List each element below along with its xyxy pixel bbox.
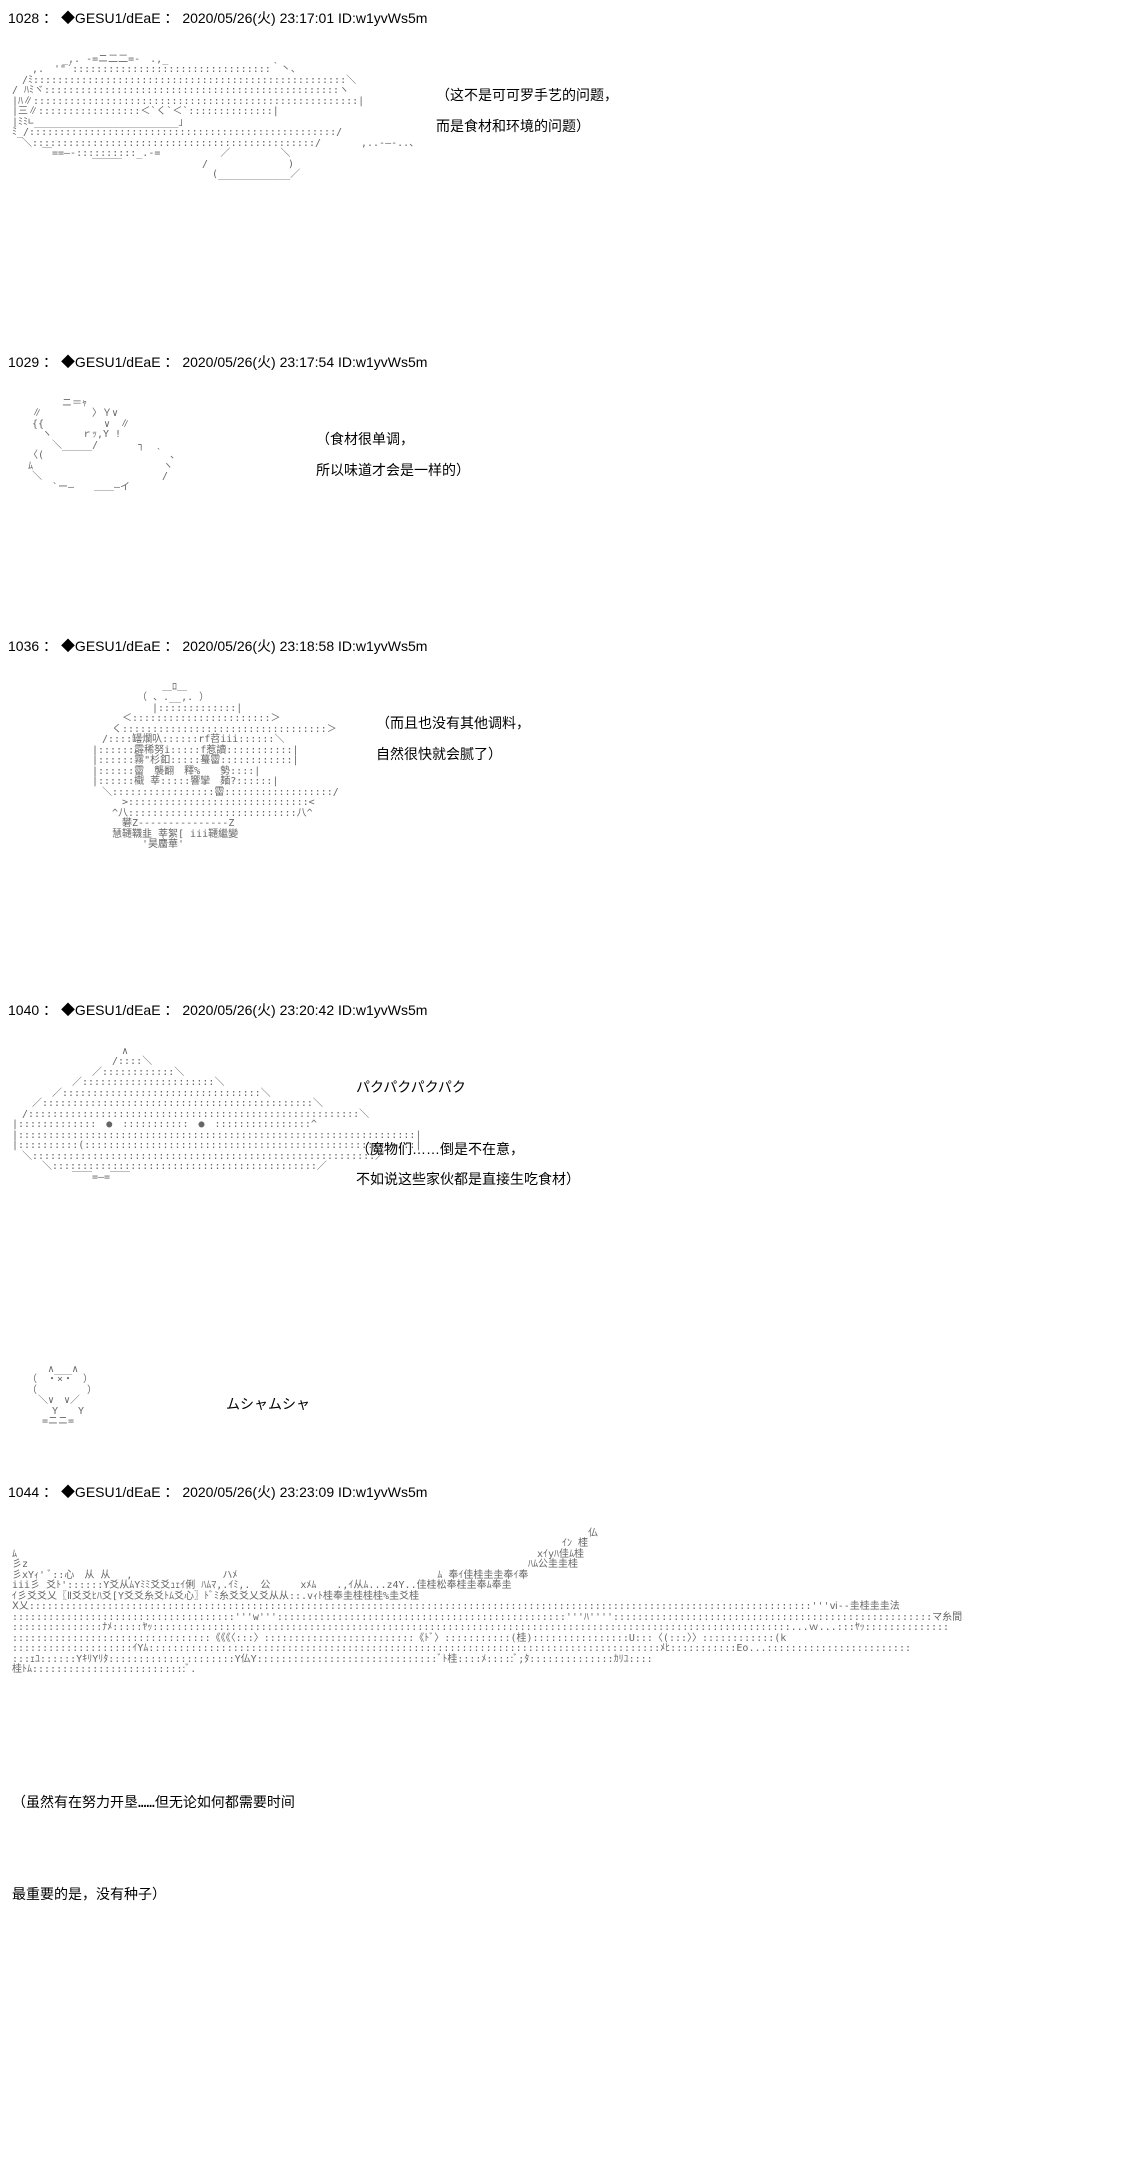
- post-trip: ◆GESU1/dEaE: [61, 1002, 161, 1018]
- dialogue: （这不是可可罗手艺的问题， 而是食材和环境的问题）: [436, 40, 618, 142]
- post-content: _,. -=ニ二二=- .,_ ,. '"´::::::::::::::::::…: [8, 40, 1135, 328]
- dialogue-line: （食材很单调，: [316, 424, 470, 455]
- post-id: ID:w1yvWs5m: [338, 1002, 427, 1018]
- post-timestamp: 2020/05/26(火) 23:17:54: [182, 354, 334, 370]
- post-id: ID:w1yvWs5m: [338, 1484, 427, 1500]
- dialogue: パクパクパクパク （魔物们……倒是不在意， 不如说这些家伙都是直接生吃食材）: [356, 1032, 580, 1195]
- ascii-art-jar: ＿ﾛ＿ （ 、.__,. ） |:::::::::::::| ＜::::::::…: [88, 668, 336, 976]
- post-timestamp: 2020/05/26(火) 23:17:01: [182, 10, 334, 26]
- post-header: 1029 ： ◆GESU1/dEaE ： 2020/05/26(火) 23:17…: [8, 352, 1135, 372]
- post: 1044 ： ◆GESU1/dEaE ： 2020/05/26(火) 23:23…: [8, 1482, 1135, 1842]
- dialogue-line: パクパクパクパク: [356, 1072, 580, 1103]
- post-id: ID:w1yvWs5m: [338, 638, 427, 654]
- post: 1036 ： ◆GESU1/dEaE ： 2020/05/26(火) 23:18…: [8, 636, 1135, 976]
- post-trip: ◆GESU1/dEaE: [61, 638, 161, 654]
- post-header: 1028 ： ◆GESU1/dEaE ： 2020/05/26(火) 23:17…: [8, 8, 1135, 28]
- dialogue-line: ムシャムシャ: [226, 1394, 310, 1414]
- post-header: 1036 ： ◆GESU1/dEaE ： 2020/05/26(火) 23:18…: [8, 636, 1135, 656]
- dialogue: （食材很单调， 所以味道才会是一样的）: [316, 384, 470, 486]
- ascii-art-slime: ∧ /::::＼ ／::::::::::::＼ ／:::::::::::::::…: [8, 1032, 316, 1330]
- post-number: 1044: [8, 1484, 39, 1500]
- post-content: ニ＝ｬ ∥ 〉Ｙ∨ {{ ∨ ∥ ヽ ｒｯ,Y ! ＼_____/ ┐ 〈( ｀…: [8, 384, 1135, 612]
- post-trip: ◆GESU1/dEaE: [61, 10, 161, 26]
- dialogue-line: 所以味道才会是一样的）: [316, 455, 470, 486]
- post-trip: ◆GESU1/dEaE: [61, 1484, 161, 1500]
- dialogue-line: （而且也没有其他调料，: [376, 708, 530, 739]
- sub-content: ∧___∧ （ ・×・ ） （ ） ＼∨ ∨／ Y Y =ニニ= ムシャムシャ: [8, 1350, 1135, 1458]
- ascii-art-roots: ニ＝ｬ ∥ 〉Ｙ∨ {{ ∨ ∥ ヽ ｒｯ,Y ! ＼_____/ ┐ 〈( ｀…: [8, 384, 276, 612]
- dialogue: （虽然有在努力开垦……但无论如何都需要时间 最重要的是，没有种子）: [12, 1686, 712, 1972]
- ascii-art-bowl: _,. -=ニ二二=- .,_ ,. '"´::::::::::::::::::…: [8, 40, 396, 328]
- post-timestamp: 2020/05/26(火) 23:23:09: [182, 1484, 334, 1500]
- post: 1029 ： ◆GESU1/dEaE ： 2020/05/26(火) 23:17…: [8, 352, 1135, 612]
- post-content: ＿ﾛ＿ （ 、.__,. ） |:::::::::::::| ＜::::::::…: [8, 668, 1135, 976]
- ascii-art-field: _仏 ｲﾝ 桂 ﾑ xｲyﾊ佳ﾑ桂 彡z ﾊﾑ公圭圭桂 彡xYｨ' ﾞ::心 从…: [8, 1514, 716, 1842]
- post-content: ∧ /::::＼ ／::::::::::::＼ ／:::::::::::::::…: [8, 1032, 1135, 1330]
- dialogue-line: 自然很快就会腻了）: [376, 739, 530, 770]
- post-number: 1040: [8, 1002, 39, 1018]
- post-id: ID:w1yvWs5m: [338, 354, 427, 370]
- dialogue-line: 最重要的是，没有种子）: [12, 1880, 712, 1911]
- post: 1028 ： ◆GESU1/dEaE ： 2020/05/26(火) 23:17…: [8, 8, 1135, 328]
- post-header: 1044 ： ◆GESU1/dEaE ： 2020/05/26(火) 23:23…: [8, 1482, 1135, 1502]
- dialogue-line: （虽然有在努力开垦……但无论如何都需要时间: [12, 1788, 712, 1819]
- post-trip: ◆GESU1/dEaE: [61, 354, 161, 370]
- post-timestamp: 2020/05/26(火) 23:18:58: [182, 638, 334, 654]
- dialogue: （而且也没有其他调料， 自然很快就会腻了）: [376, 668, 530, 770]
- post: 1040 ： ◆GESU1/dEaE ： 2020/05/26(火) 23:20…: [8, 1000, 1135, 1458]
- post-number: 1029: [8, 354, 39, 370]
- dialogue-line: 不如说这些家伙都是直接生吃食材）: [356, 1164, 580, 1195]
- post-timestamp: 2020/05/26(火) 23:20:42: [182, 1002, 334, 1018]
- ascii-art-small-creature: ∧___∧ （ ・×・ ） （ ） ＼∨ ∨／ Y Y =ニニ=: [8, 1350, 186, 1458]
- dialogue-line: 而是食材和环境的问题）: [436, 111, 618, 142]
- post-content: _仏 ｲﾝ 桂 ﾑ xｲyﾊ佳ﾑ桂 彡z ﾊﾑ公圭圭桂 彡xYｨ' ﾞ::心 从…: [8, 1514, 1135, 1842]
- dialogue-line: （魔物们……倒是不在意，: [356, 1134, 580, 1165]
- post-id: ID:w1yvWs5m: [338, 10, 427, 26]
- post-header: 1040 ： ◆GESU1/dEaE ： 2020/05/26(火) 23:20…: [8, 1000, 1135, 1020]
- post-number: 1036: [8, 638, 39, 654]
- post-number: 1028: [8, 10, 39, 26]
- dialogue-line: （这不是可可罗手艺的问题，: [436, 80, 618, 111]
